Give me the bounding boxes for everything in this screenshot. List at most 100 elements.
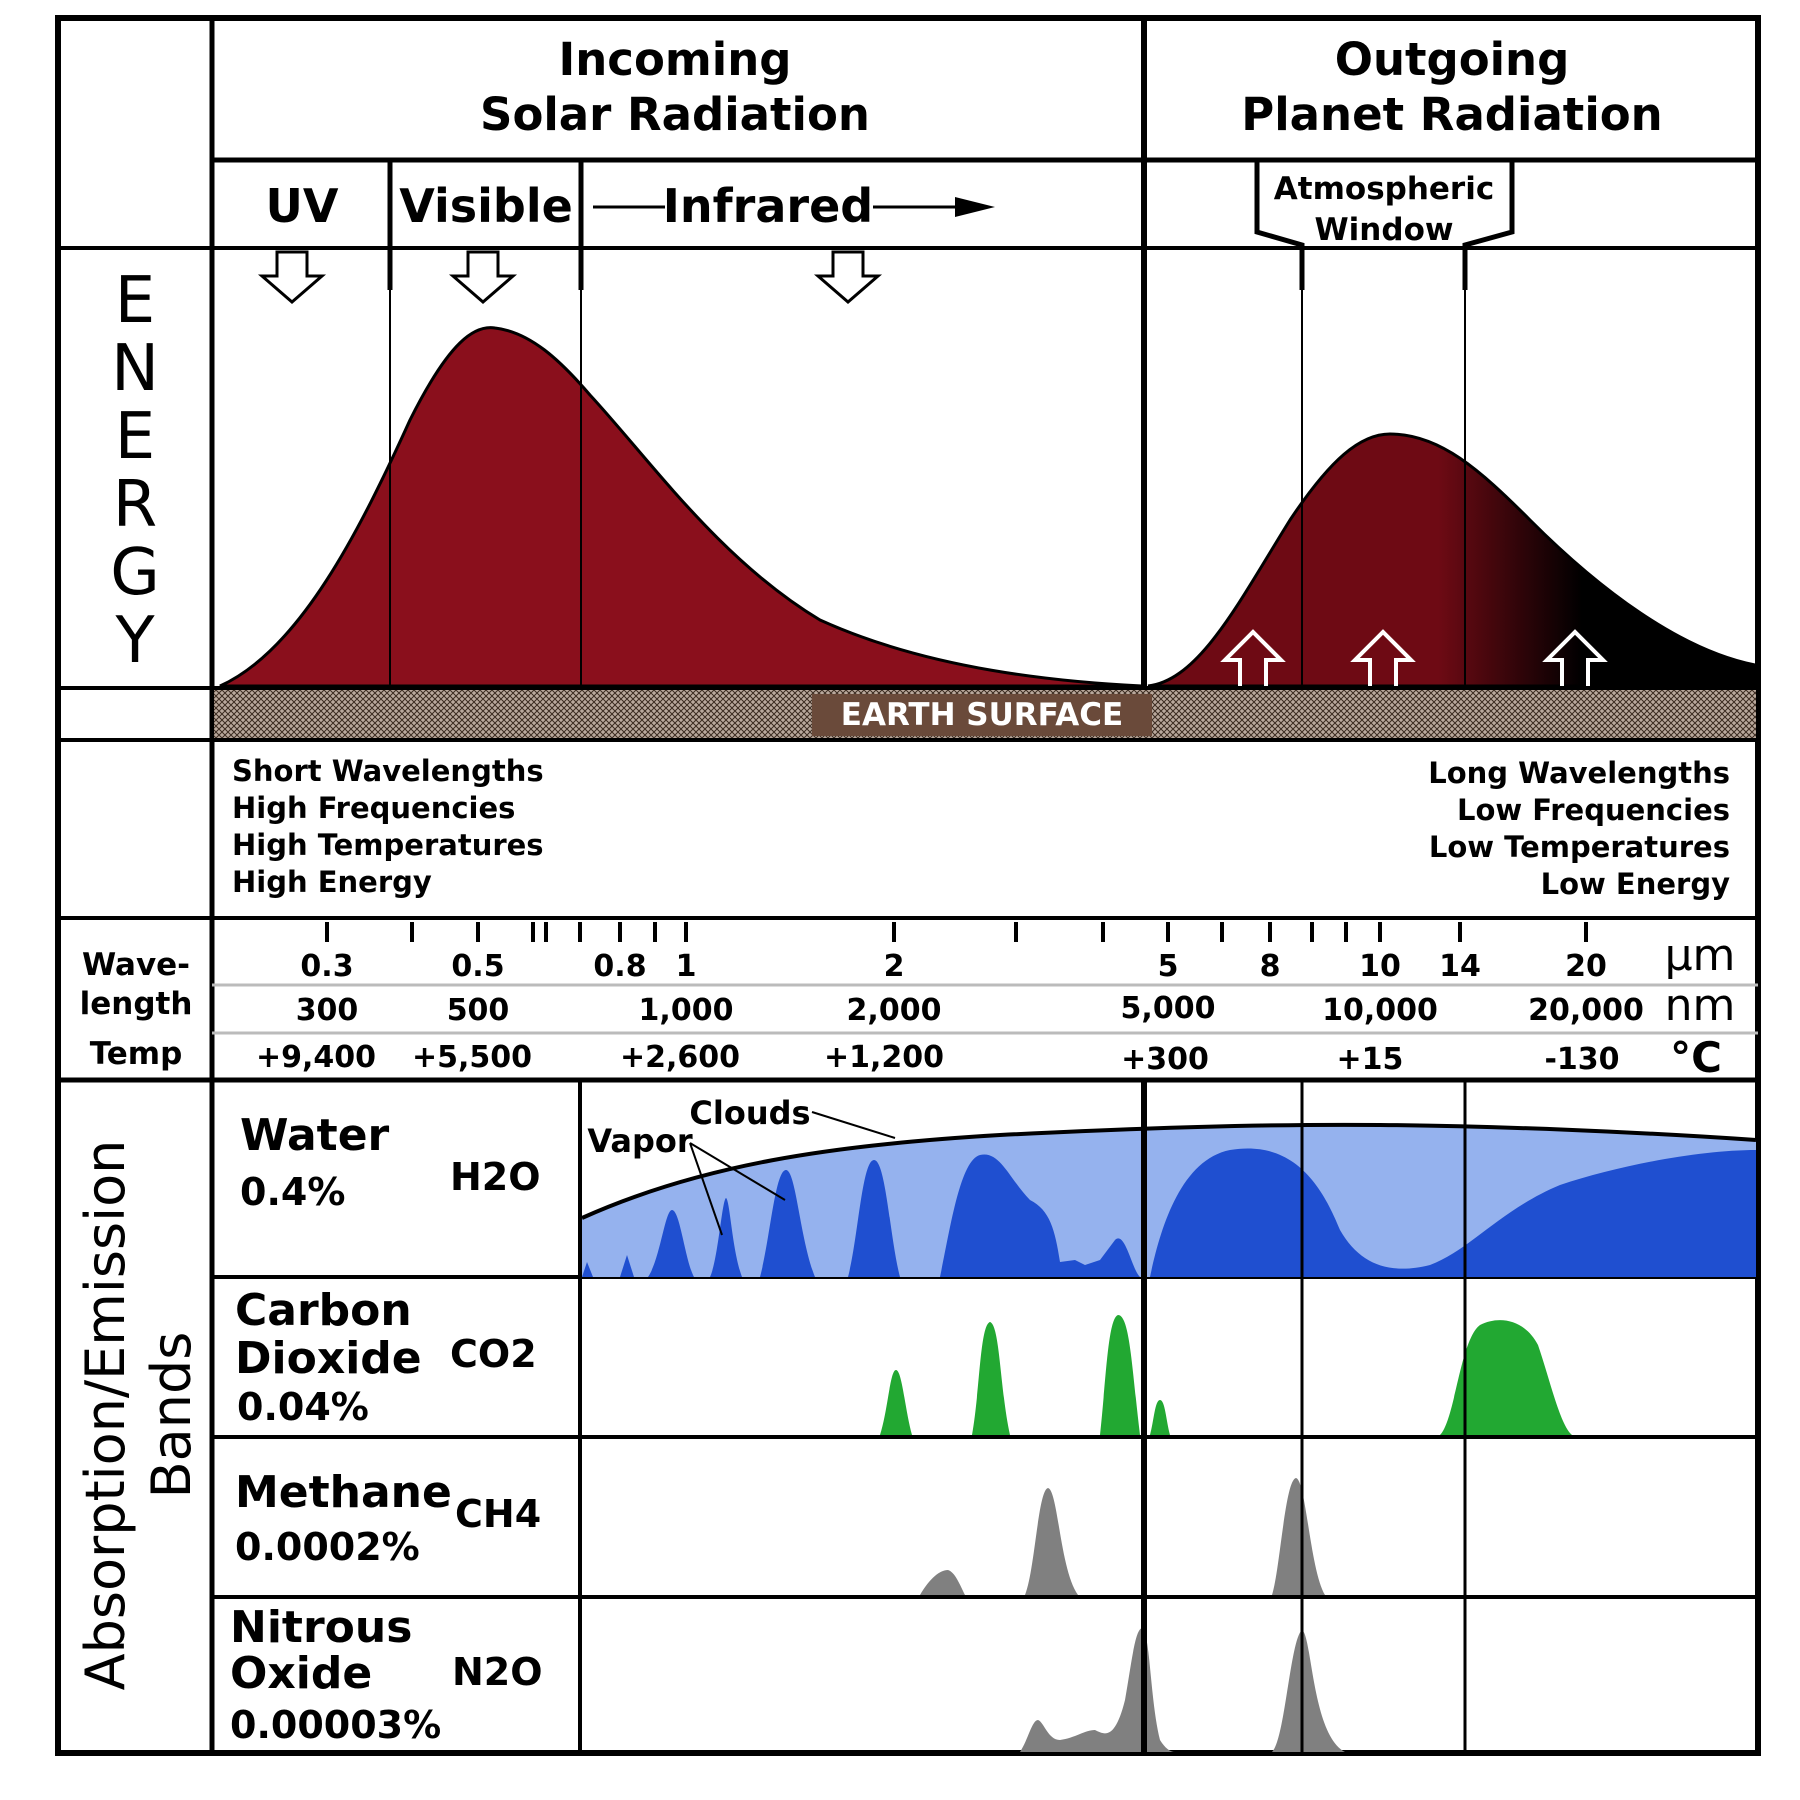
energy-letter: E <box>115 264 155 338</box>
um-tick-label: 10 <box>1359 949 1401 984</box>
co2-band <box>1100 1315 1140 1435</box>
temp-tick-label: -130 <box>1544 1042 1619 1077</box>
incoming-title-line2: Solar Radiation <box>480 88 870 141</box>
celsius-unit: °C <box>1670 1033 1722 1082</box>
co2-percent: 0.04% <box>237 1385 369 1429</box>
absorption-label-line2: Bands <box>140 1332 203 1499</box>
um-tick-label: 0.8 <box>593 949 646 984</box>
water-row: Water 0.4% H2O Clouds Vapor <box>240 1094 1757 1277</box>
water-percent: 0.4% <box>240 1170 345 1214</box>
co2-name-line2: Dioxide <box>235 1333 422 1384</box>
solar-radiation-curve <box>219 326 1143 688</box>
incoming-title-line1: Incoming <box>559 33 792 86</box>
energy-letter: R <box>113 468 157 542</box>
down-arrow-icon <box>257 250 883 304</box>
nm-tick-label: 500 <box>447 993 510 1028</box>
vapor-absorption-area <box>582 1148 1756 1277</box>
methane-percent: 0.0002% <box>235 1525 420 1569</box>
infrared-arrow-icon <box>873 197 995 217</box>
nm-tick-label: 20,000 <box>1528 993 1644 1028</box>
um-tick-label: 1 <box>676 949 697 984</box>
um-tick-label: 2 <box>884 949 905 984</box>
property-text: Low Frequencies <box>1457 793 1730 827</box>
cloud-line <box>581 1122 1757 1220</box>
energy-letter: E <box>115 400 155 474</box>
n2o-percent: 0.00003% <box>230 1703 441 1747</box>
methane-row: Methane 0.0002% CH4 <box>235 1467 1325 1595</box>
short-wave-properties: Short Wavelengths High Frequencies High … <box>232 754 544 899</box>
property-text: High Temperatures <box>232 828 544 862</box>
co2-band <box>1150 1400 1170 1435</box>
methane-band <box>920 1570 965 1595</box>
property-text: Low Energy <box>1541 867 1730 901</box>
nm-tick-label: 5,000 <box>1121 991 1216 1026</box>
energy-axis-label: E N E R G Y <box>110 264 160 678</box>
n2o-formula: N2O <box>452 1650 543 1694</box>
outgoing-title-line1: Outgoing <box>1335 33 1570 86</box>
um-unit: µm <box>1665 930 1736 981</box>
energy-letter: G <box>110 536 160 610</box>
uv-label: UV <box>266 179 339 233</box>
property-text: Low Temperatures <box>1429 830 1730 864</box>
um-tick-label: 0.3 <box>300 949 353 984</box>
um-tick-label: 5 <box>1158 949 1179 984</box>
temp-tick-label: +2,600 <box>620 1040 740 1075</box>
water-name: Water <box>240 1110 390 1161</box>
nm-unit: nm <box>1665 980 1736 1031</box>
temp-tick-label: +5,500 <box>412 1040 532 1075</box>
clouds-label: Clouds <box>689 1094 810 1132</box>
up-arrow-icon <box>1220 629 1608 686</box>
nanometer-row: 300 500 1,000 2,000 5,000 10,000 20,000 … <box>296 980 1736 1031</box>
property-text: High Frequencies <box>232 791 515 825</box>
methane-band <box>1272 1478 1325 1595</box>
nm-tick-label: 1,000 <box>639 993 734 1028</box>
nm-tick-label: 10,000 <box>1322 993 1438 1028</box>
vapor-label: Vapor <box>587 1122 693 1160</box>
co2-band <box>1440 1320 1572 1435</box>
window-label-line2: Window <box>1314 212 1453 248</box>
temp-tick-label: +9,400 <box>256 1040 376 1075</box>
window-label-line1: Atmospheric <box>1274 171 1494 207</box>
infrared-label: Infrared <box>663 179 873 233</box>
methane-formula: CH4 <box>455 1492 541 1536</box>
temp-label: Temp <box>90 1036 183 1072</box>
co2-row: Carbon Dioxide 0.04% CO2 <box>235 1285 1572 1435</box>
visible-label: Visible <box>399 179 573 233</box>
outgoing-title-line2: Planet Radiation <box>1241 88 1662 141</box>
nm-tick-label: 300 <box>296 993 359 1028</box>
temp-tick-label: +15 <box>1337 1042 1404 1077</box>
n2o-name-line2: Oxide <box>230 1648 372 1699</box>
um-tick-label: 8 <box>1260 949 1281 984</box>
nm-tick-label: 2,000 <box>847 993 942 1028</box>
co2-band <box>880 1370 912 1435</box>
micrometer-row: 0.3 0.5 0.8 1 2 5 8 10 14 20 µm <box>300 930 1735 984</box>
temperature-row: +9,400 +5,500 +2,600 +1,200 +300 +15 -13… <box>256 1033 1722 1082</box>
water-formula: H2O <box>450 1155 541 1199</box>
wavelength-label-line1: Wave- <box>82 947 190 983</box>
n2o-name-line1: Nitrous <box>230 1602 412 1653</box>
temp-tick-label: +1,200 <box>824 1040 944 1075</box>
earth-surface-label: EARTH SURFACE <box>841 697 1123 733</box>
um-tick-label: 0.5 <box>451 949 504 984</box>
property-text: Short Wavelengths <box>232 754 544 788</box>
co2-name-line1: Carbon <box>235 1285 412 1336</box>
um-tick-label: 14 <box>1439 949 1481 984</box>
um-tick-label: 20 <box>1565 949 1607 984</box>
co2-formula: CO2 <box>450 1332 537 1376</box>
temp-tick-label: +300 <box>1121 1042 1209 1077</box>
earth-surface-label-bg <box>812 694 1152 736</box>
long-wave-properties: Long Wavelengths Low Frequencies Low Tem… <box>1428 756 1730 901</box>
methane-band <box>1025 1488 1078 1595</box>
wavelength-label-line2: length <box>80 986 193 1022</box>
planet-radiation-curve <box>1147 432 1757 688</box>
wavelength-ticks <box>325 922 1588 942</box>
atmospheric-window-bracket <box>1254 160 1515 290</box>
energy-letter: N <box>111 332 159 406</box>
methane-name: Methane <box>235 1467 452 1518</box>
co2-band <box>972 1322 1010 1435</box>
n2o-row: Nitrous Oxide 0.00003% N2O <box>230 1602 1345 1752</box>
n2o-band <box>1020 1628 1175 1752</box>
property-text: High Energy <box>232 865 432 899</box>
energy-letter: Y <box>114 604 155 678</box>
